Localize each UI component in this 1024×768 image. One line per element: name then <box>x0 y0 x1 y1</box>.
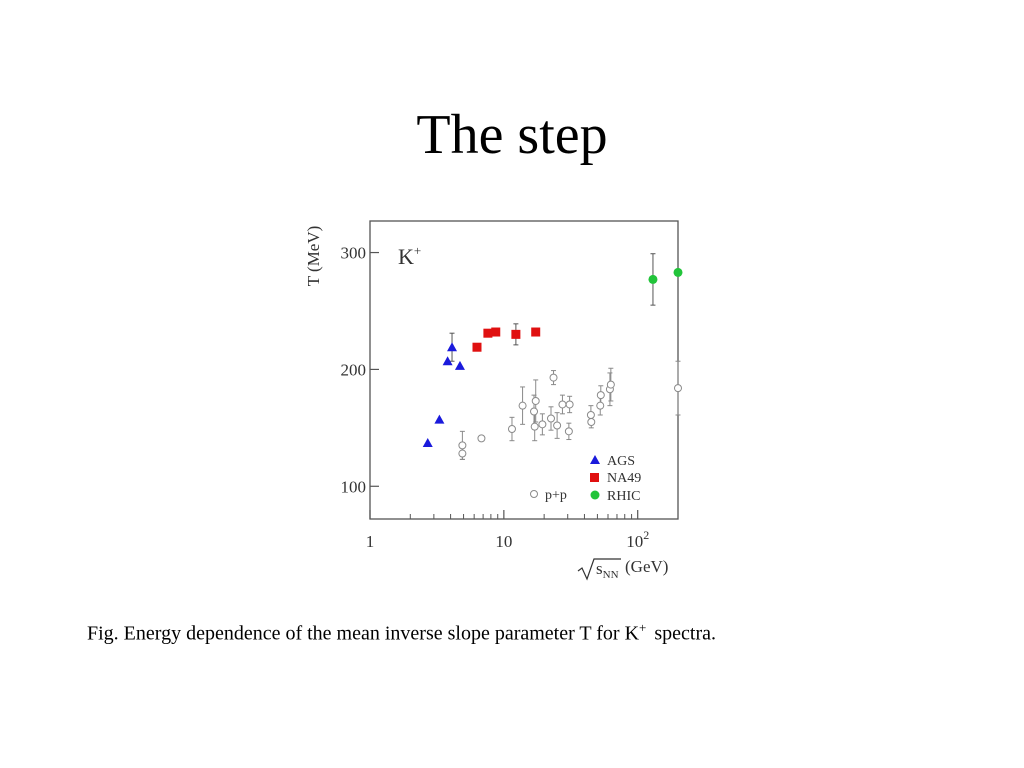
legend-label-pp: p+p <box>545 488 567 503</box>
data-point-pp <box>565 400 574 409</box>
legend-item-rhic: RHIC <box>590 489 640 504</box>
data-point-pp <box>530 407 539 416</box>
data-point-pp <box>458 449 467 458</box>
data-point-pp <box>596 391 605 400</box>
data-point-pp <box>507 425 516 434</box>
data-point-ags <box>454 360 465 370</box>
svg-text:sNN: sNN <box>596 559 619 581</box>
data-point-na49 <box>511 329 521 339</box>
x-axis-label: sNN (GeV) <box>577 557 668 581</box>
x-axis-label-subscript: NN <box>603 569 619 581</box>
legend-marker-pp <box>530 490 538 498</box>
y-axis-label: T (MeV) <box>304 226 323 287</box>
legend-label-ags: AGS <box>607 454 635 469</box>
data-point-ags <box>422 438 433 448</box>
caption-text: Fig. Energy dependence of the mean inver… <box>87 622 640 645</box>
chart-figure: 100 200 300 1 10 102 T (MeV) sNN (GeV) K+ AG… <box>304 220 683 581</box>
x-tick-label: 1 <box>366 532 375 551</box>
data-point-pp <box>564 427 573 436</box>
caption-superscript: + <box>639 620 647 635</box>
major-ticks <box>369 251 639 519</box>
y-tick-labels: 100 200 300 <box>341 244 367 497</box>
data-point-pp <box>530 422 539 431</box>
x-tick-labels: 1 10 102 <box>366 528 649 551</box>
data-point-rhic <box>673 267 683 277</box>
data-point-pp <box>538 420 547 429</box>
legend-item-na49: NA49 <box>590 471 641 486</box>
legend: AGS NA49 RHIC p+p <box>530 454 641 504</box>
y-tick-label: 300 <box>341 244 367 263</box>
x-tick-label: 10 <box>495 532 512 551</box>
radical-sign-icon <box>577 558 621 581</box>
x-tick-label: 102 <box>626 528 649 551</box>
legend-item-pp: p+p <box>530 488 567 503</box>
panel-label: K+ <box>398 243 421 269</box>
legend-label-rhic: RHIC <box>607 489 640 504</box>
data-point-ags <box>442 356 453 366</box>
y-tick-label: 200 <box>341 360 367 379</box>
panel-label-base: K <box>398 244 414 269</box>
figure-caption: Fig. Energy dependence of the mean inver… <box>87 615 716 647</box>
data-point-pp <box>546 414 555 423</box>
x-minor-ticks <box>409 514 679 519</box>
error-bars <box>449 253 681 460</box>
data-point-na49 <box>472 342 482 352</box>
data-point-pp <box>586 410 595 419</box>
data-point-na49 <box>483 328 493 338</box>
data-point-na49 <box>531 327 541 337</box>
x-axis-label-unit: (GeV) <box>625 557 668 576</box>
data-point-ags <box>447 342 458 352</box>
panel-label-superscript: + <box>414 243 421 258</box>
caption-tail: spectra. <box>654 622 717 645</box>
data-point-pp <box>531 396 540 405</box>
data-point-pp <box>596 401 605 410</box>
legend-marker-rhic <box>590 490 600 500</box>
legend-item-ags: AGS <box>590 454 635 469</box>
data-point-ags <box>434 414 445 424</box>
slide-title: The step <box>416 104 608 166</box>
legend-marker-na49 <box>590 473 599 482</box>
data-point-rhic <box>648 274 658 284</box>
data-point-pp <box>458 441 467 450</box>
data-markers <box>422 267 683 458</box>
data-point-pp <box>606 380 615 389</box>
legend-label-na49: NA49 <box>607 471 641 486</box>
y-tick-label: 100 <box>341 477 367 496</box>
x-axis-label-radicand: s <box>596 559 603 578</box>
data-point-na49 <box>491 327 501 337</box>
data-point-pp <box>553 421 562 430</box>
legend-marker-ags <box>590 455 600 464</box>
data-point-pp <box>587 418 596 427</box>
data-point-pp <box>558 400 567 409</box>
data-point-pp <box>518 401 527 410</box>
data-point-pp <box>477 434 486 443</box>
data-point-pp <box>549 373 558 382</box>
data-point-pp <box>674 384 682 393</box>
